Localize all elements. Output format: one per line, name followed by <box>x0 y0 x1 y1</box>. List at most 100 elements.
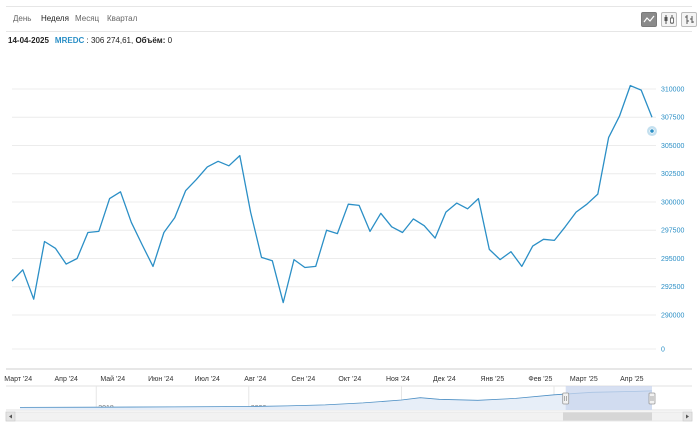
data-point[interactable] <box>423 225 425 227</box>
data-point[interactable] <box>315 265 317 267</box>
data-point[interactable] <box>228 165 230 167</box>
data-point[interactable] <box>206 166 208 168</box>
data-point[interactable] <box>325 229 327 231</box>
candlestick-chart-button[interactable] <box>661 12 677 27</box>
tab-month[interactable]: Месяц <box>75 14 100 23</box>
y-tick-label: 310000 <box>661 86 684 93</box>
data-point[interactable] <box>358 204 360 206</box>
data-point[interactable] <box>174 217 176 219</box>
data-point[interactable] <box>195 178 197 180</box>
data-point[interactable] <box>531 245 533 247</box>
data-point[interactable] <box>32 298 34 300</box>
data-point[interactable] <box>98 230 100 232</box>
data-point[interactable] <box>597 193 599 195</box>
data-point[interactable] <box>499 258 501 260</box>
data-point[interactable] <box>586 203 588 205</box>
tooltip-readout: 14-04-2025 MREDC : 306 274,61, Объём: 0 <box>8 36 172 45</box>
data-point[interactable] <box>629 84 631 86</box>
scroll-left-icon <box>9 414 12 419</box>
scrollbar-thumb[interactable] <box>563 412 652 421</box>
bar-chart-button[interactable] <box>681 12 697 27</box>
data-point[interactable] <box>564 226 566 228</box>
y-tick-label: 0 <box>661 347 665 354</box>
data-point[interactable] <box>618 115 620 117</box>
data-point[interactable] <box>401 231 403 233</box>
data-point[interactable] <box>607 136 609 138</box>
area-chart-button[interactable] <box>641 12 657 27</box>
area-chart-icon <box>643 15 655 23</box>
data-point[interactable] <box>141 244 143 246</box>
data-point[interactable] <box>130 221 132 223</box>
data-point[interactable] <box>282 301 284 303</box>
data-point[interactable] <box>239 154 241 156</box>
readout-comma: , <box>130 36 134 45</box>
data-point[interactable] <box>575 211 577 213</box>
y-tick-label: 302500 <box>661 171 684 178</box>
x-tick-label: Авг '24 <box>244 376 266 383</box>
x-tick-label: Окт '24 <box>338 376 361 383</box>
x-tick-label: Дек '24 <box>433 376 456 383</box>
data-point[interactable] <box>76 257 78 259</box>
readout-separator: : <box>84 36 91 45</box>
data-point[interactable] <box>651 116 653 118</box>
data-point[interactable] <box>293 258 295 260</box>
data-point[interactable] <box>390 226 392 228</box>
data-point[interactable] <box>477 197 479 199</box>
last-point-marker[interactable] <box>649 128 655 134</box>
data-point[interactable] <box>304 266 306 268</box>
data-point[interactable] <box>380 212 382 214</box>
data-point[interactable] <box>553 239 555 241</box>
data-point[interactable] <box>271 260 273 262</box>
navigator-handle[interactable] <box>562 392 570 405</box>
data-point[interactable] <box>119 191 121 193</box>
x-tick-label: Сен '24 <box>291 376 315 383</box>
data-point[interactable] <box>43 240 45 242</box>
data-point[interactable] <box>488 248 490 250</box>
data-point[interactable] <box>434 237 436 239</box>
data-point[interactable] <box>466 208 468 210</box>
data-point[interactable] <box>260 256 262 258</box>
data-point[interactable] <box>369 230 371 232</box>
data-point[interactable] <box>249 211 251 213</box>
data-point[interactable] <box>22 269 24 271</box>
readout-volume-label: Объём: <box>135 36 166 45</box>
x-tick-label: Янв '25 <box>481 376 505 383</box>
data-point[interactable] <box>336 232 338 234</box>
data-point[interactable] <box>108 197 110 199</box>
tab-week[interactable]: Неделя <box>41 14 69 23</box>
y-tick-label: 305000 <box>661 143 684 150</box>
data-point[interactable] <box>217 160 219 162</box>
x-tick-label: Март '24 <box>4 376 32 383</box>
data-point[interactable] <box>184 189 186 191</box>
y-tick-label: 300000 <box>661 199 684 206</box>
data-point[interactable] <box>542 238 544 240</box>
data-point[interactable] <box>163 231 165 233</box>
y-tick-label: 297500 <box>661 228 684 235</box>
data-point[interactable] <box>87 231 89 233</box>
y-tick-label: 290000 <box>661 313 684 320</box>
data-point[interactable] <box>54 247 56 249</box>
data-point[interactable] <box>456 202 458 204</box>
x-tick-label: Апр '25 <box>620 376 644 383</box>
navigator-selection[interactable] <box>565 386 652 410</box>
data-point[interactable] <box>445 211 447 213</box>
tab-quarter[interactable]: Квартал <box>107 14 138 23</box>
x-tick-label: Июн '24 <box>148 376 173 383</box>
data-point[interactable] <box>412 218 414 220</box>
x-tick-label: Март '25 <box>570 376 598 383</box>
data-point[interactable] <box>152 265 154 267</box>
navigator-handle[interactable] <box>648 392 656 405</box>
y-tick-label: 307500 <box>661 115 684 122</box>
y-tick-label: 292500 <box>661 284 684 291</box>
data-point[interactable] <box>11 280 13 282</box>
readout-date: 14-04-2025 <box>8 36 49 45</box>
period-toolbar: День Неделя Месяц Квартал <box>6 6 697 32</box>
tab-day[interactable]: День <box>13 14 32 23</box>
data-point[interactable] <box>640 89 642 91</box>
data-point[interactable] <box>65 263 67 265</box>
data-point[interactable] <box>521 265 523 267</box>
series-line-mredc <box>11 84 653 304</box>
data-point[interactable] <box>347 203 349 205</box>
data-point[interactable] <box>510 251 512 253</box>
